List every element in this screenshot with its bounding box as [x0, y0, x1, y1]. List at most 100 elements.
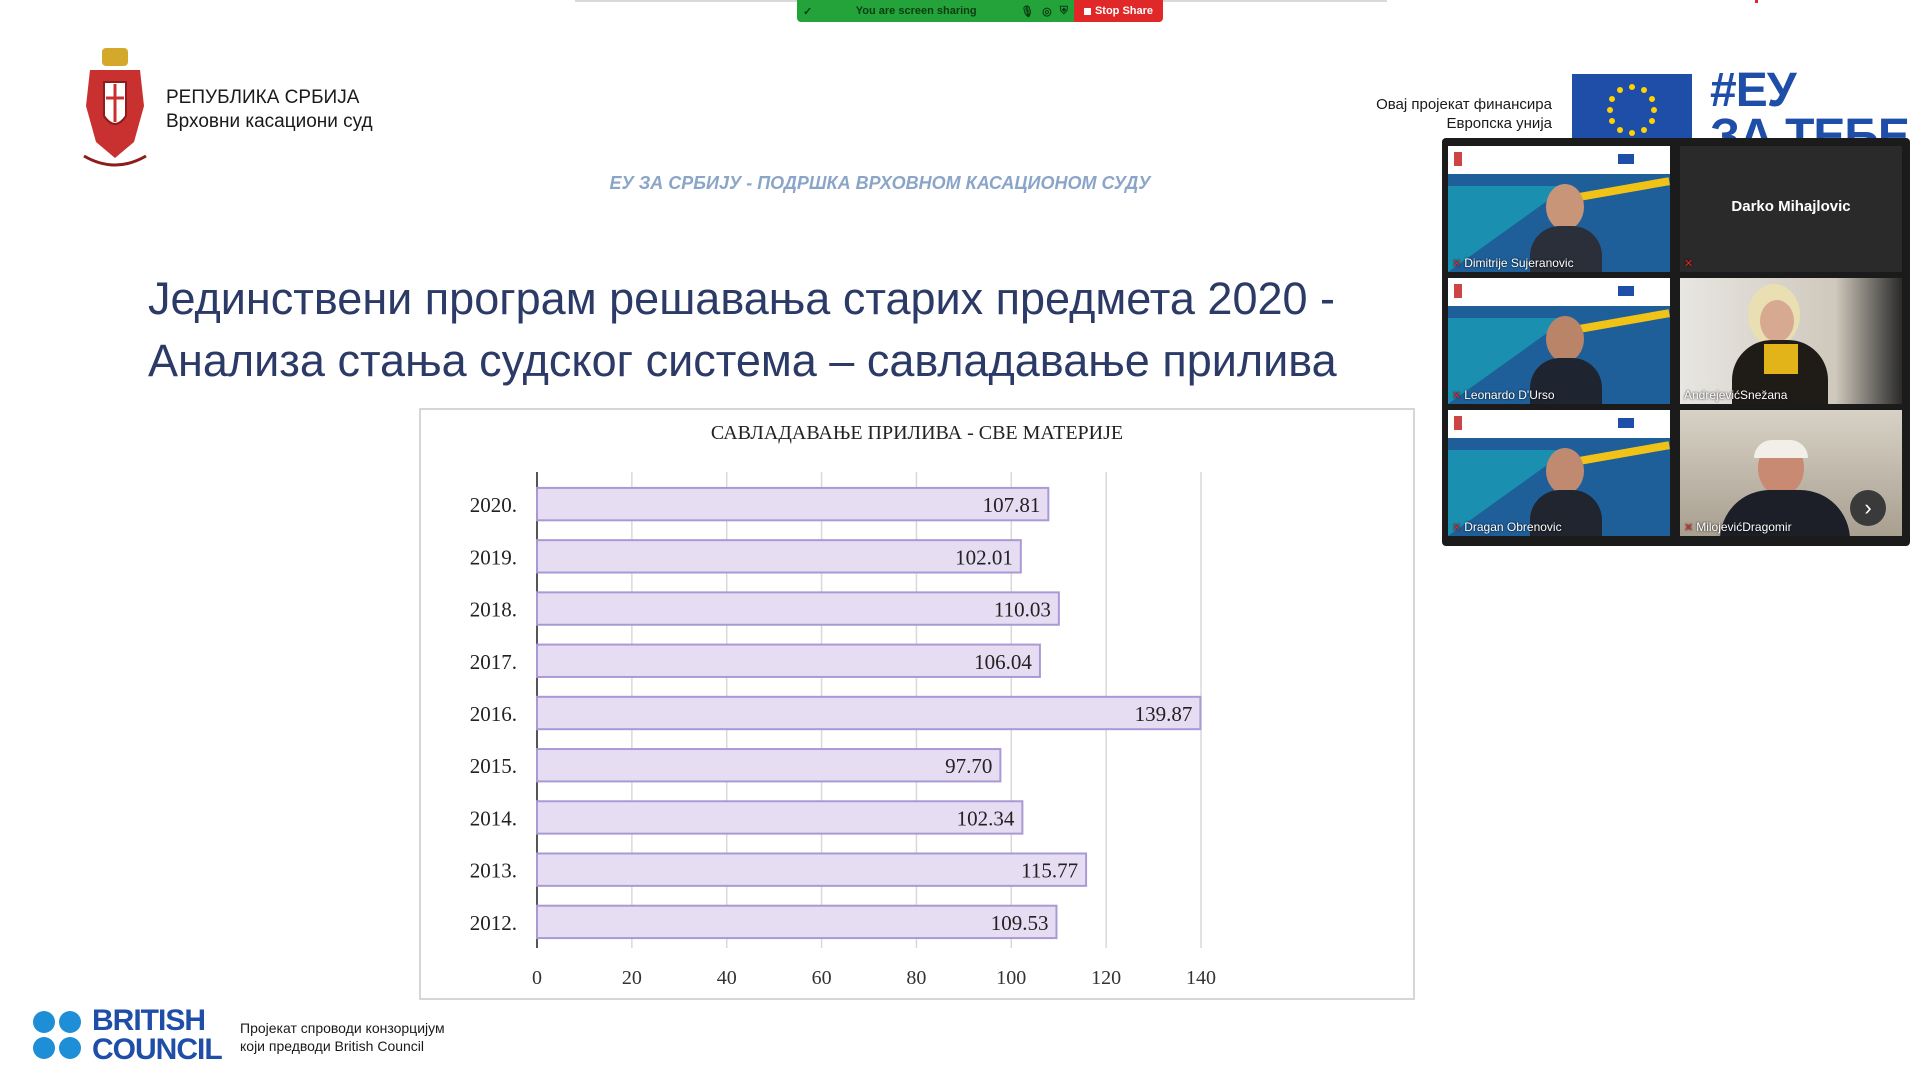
eu-funding-line2: Европска унија [1446, 115, 1552, 132]
x-tick-label: 140 [1186, 967, 1216, 989]
stop-share-button[interactable]: Stop Share [1074, 0, 1163, 22]
slide-title: Јединствени програм решавања старих пред… [148, 268, 1448, 392]
participant-name-tag: ✕ Leonardo D'Urso [1452, 388, 1555, 402]
bar [536, 695, 1202, 731]
bar-value-label: 106.04 [974, 650, 1032, 674]
mic-muted-icon: ✕ [1684, 521, 1694, 534]
participant-tile[interactable]: ✕ Leonardo D'Urso [1448, 278, 1670, 404]
participant-video [1530, 444, 1602, 536]
x-tick-label: 80 [906, 967, 926, 989]
participant-hair [1754, 440, 1808, 458]
eu-flag-thumbnail [1618, 418, 1634, 428]
bar-value-label: 110.03 [994, 598, 1051, 622]
x-tick-label: 40 [717, 967, 737, 989]
mic-muted-icon: ✕ [1452, 257, 1462, 270]
eu-funding-text: Овај пројекат финансира Европска унија [1340, 95, 1552, 133]
participant-name: AndrejevićSnežana [1684, 388, 1788, 402]
slide-title-line2: Анализа стања судског система – савладав… [148, 335, 1337, 386]
participant-name: MilojevićDragomir [1696, 520, 1792, 534]
bar-value-label: 102.34 [957, 806, 1015, 830]
bar-value-label: 109.53 [991, 911, 1049, 935]
eu-flag-thumbnail [1618, 286, 1634, 296]
mic-muted-icon: ✕ [1684, 258, 1694, 270]
pause-icon[interactable]: ◎ [1042, 5, 1052, 18]
bar [536, 748, 1002, 783]
participant-name: Leonardo D'Urso [1464, 388, 1555, 402]
eu-funding-line1: Овај пројекат финансира [1376, 96, 1552, 113]
participant-name-tag: ✕ Dragan Obrenovic [1452, 520, 1562, 534]
participant-name-tag: AndrejevićSnežana [1684, 388, 1787, 402]
x-tick-label: 20 [622, 967, 642, 989]
x-tick-label: 100 [996, 967, 1026, 989]
bar [536, 904, 1058, 940]
chart-title: САВЛАДАВАЊЕ ПРИЛИВА - СВЕ МАТЕРИЈЕ [711, 422, 1123, 444]
participant-name-tag: ✕ [1684, 257, 1693, 270]
participant-tile[interactable]: AndrejevićSnežana [1680, 278, 1902, 404]
y-category-label: 2015. [470, 754, 517, 778]
x-tick-label: 0 [532, 967, 542, 989]
y-category-label: 2012. [470, 911, 517, 935]
bar-chart: САВЛАДАВАЊЕ ПРИЛИВА - СВЕ МАТЕРИЈЕ 0 20 40 6… [470, 422, 1216, 989]
screen-share-toolbar: ✓ You are screen sharing 🎙 ◎ ⛨ Stop Shar… [797, 0, 1163, 22]
slide-title-line1: Јединствени програм решавања старих пред… [148, 273, 1336, 324]
mic-muted-icon: ✕ [1452, 521, 1462, 534]
british-council-logo-text: BRITISH COUNCIL [92, 1004, 223, 1066]
mic-icon[interactable]: 🎙 [1020, 5, 1035, 18]
coat-of-arms-thumbnail [1454, 284, 1462, 298]
coat-of-arms-thumbnail [1454, 152, 1462, 166]
consortium-line2: који предводи British Council [240, 1038, 425, 1054]
eu-slogan-line1: #ЕУ [1710, 64, 1797, 117]
bc-line1: BRITISH [92, 1004, 206, 1037]
y-category-label: 2020. [470, 493, 517, 517]
participant-face [1760, 300, 1794, 342]
court-name-block: РЕПУБЛИКА СРБИЈА Врховни касациони суд [166, 86, 373, 134]
y-category-label: 2016. [470, 702, 517, 726]
y-category-label: 2017. [470, 650, 517, 674]
recording-dot [1755, 0, 1758, 3]
participant-name-tag: ✕ MilojevićDragomir [1684, 520, 1792, 534]
participant-tile[interactable]: ✕ Dragan Obrenovic [1448, 410, 1670, 536]
participant-name-tag: ✕ Dimitrije Sujeranovic [1452, 256, 1574, 270]
bar [536, 643, 1041, 678]
y-category-label: 2014. [470, 806, 517, 830]
next-page-button[interactable]: › [1850, 490, 1886, 526]
mic-muted-icon: ✕ [1452, 389, 1462, 402]
participant-tile[interactable]: Darko Mihajlovic ✕ [1680, 146, 1902, 272]
participant-scarf [1764, 344, 1798, 374]
participant-name: Dragan Obrenovic [1464, 520, 1562, 534]
x-tick-label: 60 [812, 967, 832, 989]
british-council-logo-icon [33, 1011, 81, 1059]
court-name: Врховни касациони суд [166, 111, 373, 132]
chart-container: САВЛАДАВАЊЕ ПРИЛИВА - СВЕ МАТЕРИЈЕ 0 20 40 6… [419, 408, 1415, 1000]
share-status-label: You are screen sharing [855, 5, 977, 17]
bar-value-label: 97.70 [945, 754, 992, 778]
bar [536, 852, 1088, 887]
bar [536, 539, 1022, 574]
stop-icon [1083, 7, 1091, 15]
video-gallery-panel[interactable]: ✕ Dimitrije Sujeranovic Darko Mihajlovic… [1442, 138, 1910, 546]
eu-flag-thumbnail [1618, 154, 1634, 164]
participant-video [1530, 180, 1602, 272]
y-category-label: 2019. [470, 545, 517, 569]
project-subtitle: ЕУ ЗА СРБИЈУ - ПОДРШКА ВРХОВНОМ КАСАЦИОН… [609, 173, 1151, 193]
bc-line2: COUNCIL [92, 1033, 223, 1066]
consortium-text: Пројекат спроводи конзорцијум који предв… [240, 1019, 445, 1055]
consortium-line1: Пројекат спроводи конзорцијум [240, 1020, 445, 1036]
republic-name: РЕПУБЛИКА СРБИЈА [166, 87, 360, 108]
participant-tile[interactable]: ✕ Dimitrije Sujeranovic [1448, 146, 1670, 272]
bar-value-label: 115.77 [1021, 859, 1078, 883]
stop-share-label: Stop Share [1094, 5, 1154, 17]
bar-value-label: 139.87 [1135, 702, 1193, 726]
y-category-label: 2018. [470, 598, 517, 622]
bar [536, 591, 1060, 626]
signal-icon: ✓ [803, 5, 813, 18]
bar-value-label: 102.01 [955, 545, 1013, 569]
share-status-bar[interactable]: ✓ You are screen sharing 🎙 ◎ ⛨ [797, 0, 1074, 22]
participant-name: Dimitrije Sujeranovic [1464, 256, 1574, 270]
x-tick-label: 120 [1091, 967, 1121, 989]
y-category-label: 2013. [470, 859, 517, 883]
participant-name: Darko Mihajlovic [1731, 198, 1851, 215]
shield-icon[interactable]: ⛨ [1059, 4, 1068, 17]
chevron-right-icon: › [1864, 495, 1872, 520]
participant-video [1530, 312, 1602, 404]
